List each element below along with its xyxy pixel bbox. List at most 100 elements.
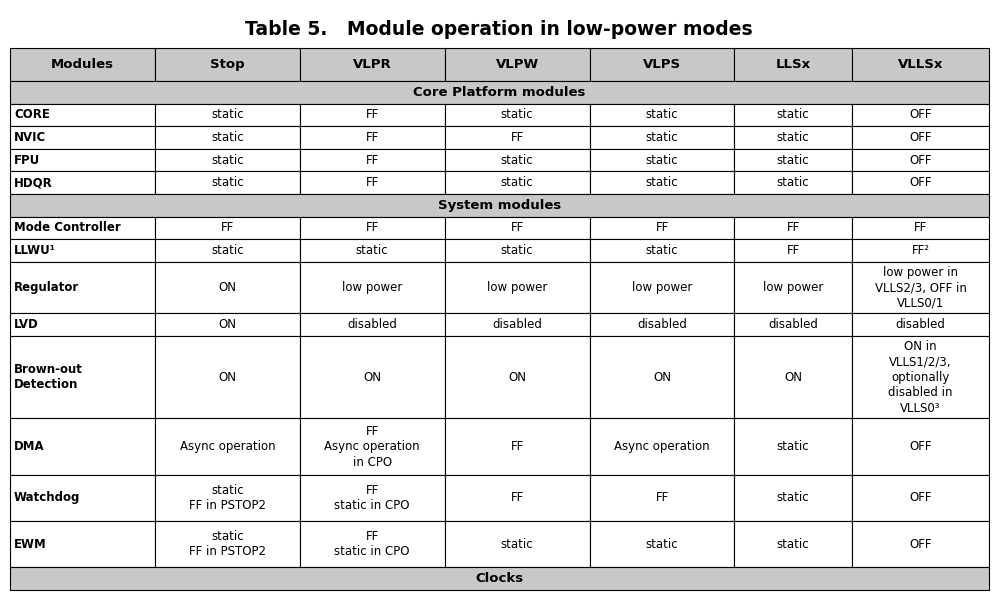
Text: Async operation: Async operation bbox=[180, 440, 275, 453]
Bar bbox=[734, 475, 852, 521]
Bar bbox=[589, 149, 734, 171]
Text: static: static bbox=[645, 154, 678, 167]
Bar bbox=[589, 217, 734, 239]
Text: FF: FF bbox=[366, 154, 379, 167]
Bar bbox=[300, 149, 445, 171]
Text: static: static bbox=[777, 154, 809, 167]
Bar bbox=[445, 314, 589, 336]
Text: static: static bbox=[356, 244, 389, 257]
Bar bbox=[300, 314, 445, 336]
Text: Async operation: Async operation bbox=[614, 440, 710, 453]
Text: HDQR: HDQR bbox=[14, 176, 53, 189]
Text: ON: ON bbox=[219, 318, 237, 331]
Bar bbox=[155, 336, 300, 418]
Bar bbox=[734, 104, 852, 126]
Text: low power: low power bbox=[342, 281, 403, 294]
Text: ON: ON bbox=[364, 371, 382, 384]
Text: Stop: Stop bbox=[210, 58, 245, 71]
Bar bbox=[155, 48, 300, 81]
Bar bbox=[155, 475, 300, 521]
Text: ON: ON bbox=[653, 371, 671, 384]
Text: OFF: OFF bbox=[909, 131, 932, 144]
Bar bbox=[300, 336, 445, 418]
Bar bbox=[589, 48, 734, 81]
Bar bbox=[589, 104, 734, 126]
Text: NVIC: NVIC bbox=[14, 131, 46, 144]
Bar bbox=[734, 217, 852, 239]
Text: Clocks: Clocks bbox=[476, 572, 523, 585]
Text: FF
static in CPO: FF static in CPO bbox=[335, 530, 410, 559]
Text: OFF: OFF bbox=[909, 440, 932, 453]
Text: OFF: OFF bbox=[909, 108, 932, 121]
Bar bbox=[155, 418, 300, 475]
Bar bbox=[445, 126, 589, 149]
Text: FF: FF bbox=[510, 491, 523, 505]
Bar bbox=[445, 475, 589, 521]
Bar bbox=[852, 336, 989, 418]
Text: LLSx: LLSx bbox=[775, 58, 811, 71]
Bar bbox=[10, 171, 155, 194]
Text: static
FF in PSTOP2: static FF in PSTOP2 bbox=[189, 484, 266, 512]
Bar bbox=[852, 171, 989, 194]
Text: static: static bbox=[777, 176, 809, 189]
Text: low power in
VLLS2/3, OFF in
VLLS0/1: low power in VLLS2/3, OFF in VLLS0/1 bbox=[874, 265, 966, 309]
Bar bbox=[445, 217, 589, 239]
Text: FF: FF bbox=[655, 221, 668, 234]
Bar bbox=[589, 475, 734, 521]
Text: static: static bbox=[500, 538, 533, 551]
Text: static: static bbox=[645, 244, 678, 257]
Bar bbox=[155, 171, 300, 194]
Text: static: static bbox=[500, 108, 533, 121]
Bar bbox=[300, 126, 445, 149]
Text: LLWU¹: LLWU¹ bbox=[14, 244, 56, 257]
Text: low power: low power bbox=[631, 281, 692, 294]
Bar bbox=[852, 104, 989, 126]
Text: DMA: DMA bbox=[14, 440, 45, 453]
Bar bbox=[734, 314, 852, 336]
Bar bbox=[852, 149, 989, 171]
Text: static: static bbox=[645, 538, 678, 551]
Bar bbox=[155, 104, 300, 126]
Bar bbox=[10, 194, 989, 217]
Text: FF
static in CPO: FF static in CPO bbox=[335, 484, 410, 512]
Text: Core Platform modules: Core Platform modules bbox=[414, 86, 585, 99]
Text: disabled: disabled bbox=[637, 318, 687, 331]
Text: FF: FF bbox=[221, 221, 234, 234]
Bar bbox=[300, 104, 445, 126]
Text: low power: low power bbox=[487, 281, 547, 294]
Bar bbox=[852, 126, 989, 149]
Text: FF: FF bbox=[655, 491, 668, 505]
Text: OFF: OFF bbox=[909, 491, 932, 505]
Text: OFF: OFF bbox=[909, 154, 932, 167]
Text: FF: FF bbox=[510, 440, 523, 453]
Bar bbox=[445, 171, 589, 194]
Bar bbox=[852, 521, 989, 568]
Bar bbox=[10, 314, 155, 336]
Bar bbox=[300, 217, 445, 239]
Bar bbox=[445, 418, 589, 475]
Bar bbox=[10, 104, 155, 126]
Bar bbox=[852, 475, 989, 521]
Text: OFF: OFF bbox=[909, 538, 932, 551]
Bar bbox=[589, 418, 734, 475]
Text: ON: ON bbox=[508, 371, 526, 384]
Text: VLPW: VLPW bbox=[496, 58, 538, 71]
Bar bbox=[155, 239, 300, 262]
Text: static: static bbox=[645, 108, 678, 121]
Text: disabled: disabled bbox=[895, 318, 945, 331]
Bar bbox=[445, 521, 589, 568]
Text: FF²: FF² bbox=[911, 244, 929, 257]
Bar bbox=[300, 171, 445, 194]
Bar bbox=[589, 126, 734, 149]
Text: ON: ON bbox=[219, 281, 237, 294]
Text: static: static bbox=[500, 176, 533, 189]
Text: low power: low power bbox=[763, 281, 823, 294]
Bar bbox=[589, 171, 734, 194]
Text: System modules: System modules bbox=[438, 199, 561, 212]
Text: Watchdog: Watchdog bbox=[14, 491, 80, 505]
Bar bbox=[734, 126, 852, 149]
Text: Modules: Modules bbox=[51, 58, 114, 71]
Text: CORE: CORE bbox=[14, 108, 50, 121]
Bar bbox=[852, 217, 989, 239]
Text: ON: ON bbox=[219, 371, 237, 384]
